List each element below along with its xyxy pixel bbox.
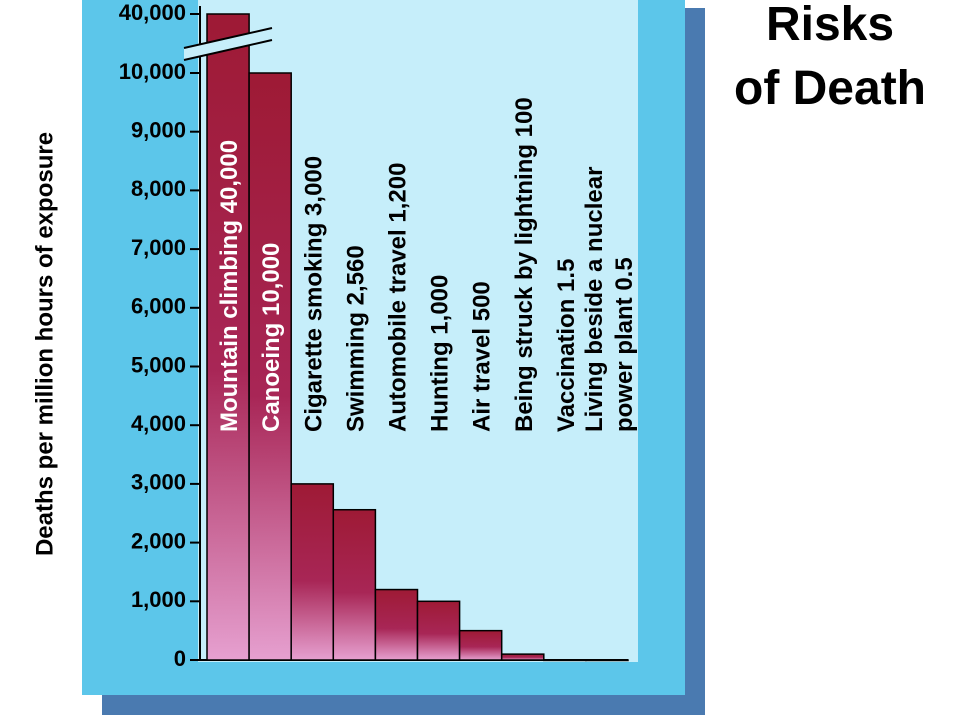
bar [290,483,335,661]
value-label: 1,000 [427,275,454,342]
y-tick-label: 5,000 [131,352,186,377]
bar [585,659,629,662]
y-tick-label: 3,000 [131,470,186,495]
bar-label: Vaccination 1.5 [553,259,580,432]
bar [543,659,587,662]
y-tick-label: 4,000 [131,411,186,436]
y-tick-label: 0 [174,646,186,671]
bar [500,653,545,661]
value-label: 500 [469,281,496,328]
value-label: 3,000 [300,156,327,223]
category-label: Swimming [342,312,369,432]
bar-label: Swimming 2,560 [342,245,369,432]
bar-label: Canoeing 10,000 [258,243,285,432]
y-axis-label: Deaths per million hours of exposure [31,132,58,556]
y-tick-label: 2,000 [131,528,186,553]
category-label: Cigarette smoking [300,223,327,432]
bar-label: Mountain climbing 40,000 [216,140,243,432]
category-label: Vaccination [553,299,580,432]
category-label: Mountain climbing [216,220,243,432]
y-tick-label: 8,000 [131,176,186,201]
value-label: 40,000 [216,140,243,220]
bar [332,508,377,661]
value-label: 10,000 [258,243,285,323]
category-label: Air travel [469,328,496,432]
category-label: power plant [611,297,638,432]
bar [416,600,461,661]
value-label: 2,560 [342,245,369,312]
value-label: 0.5 [611,257,638,297]
y-tick-label: 9,000 [131,118,186,143]
category-label: Being struck by lightning [511,144,538,432]
axis-break-line [183,27,273,49]
value-label: 100 [511,97,538,144]
category-label: Hunting [427,341,454,432]
category-label: Canoeing [258,323,285,432]
y-tick-label: 10,000 [119,59,186,84]
value-label: 1,200 [384,163,411,230]
bar-label: Being struck by lightning 100 [511,97,538,432]
bar-label: Air travel 500 [469,281,496,432]
bar-label: Living beside a nuclear power plant 0.5 [581,167,638,432]
y-tick-label: 7,000 [131,235,186,260]
bar-label: Hunting 1,000 [427,275,454,432]
bar-label: Cigarette smoking 3,000 [300,156,327,432]
y-tick-label: 40,000 [119,0,186,25]
category-label: Living beside a nuclear [581,167,608,432]
category-label: Automobile travel [384,229,411,432]
chart-title: Risks of Death [734,0,926,115]
bar [248,72,292,661]
bar-label: Automobile travel 1,200 [384,163,411,432]
axis-break-line [183,39,273,61]
axis-break [184,28,272,60]
value-label: 1.5 [553,259,580,299]
plot: 0 1,000 2,000 3,000 4,000 5,000 6,000 7,000 8,00… [119,0,638,671]
bar [458,629,503,661]
y-tick-label: 1,000 [131,587,186,612]
y-tick-label: 6,000 [131,294,186,319]
bar [374,588,419,661]
bar [206,13,250,661]
